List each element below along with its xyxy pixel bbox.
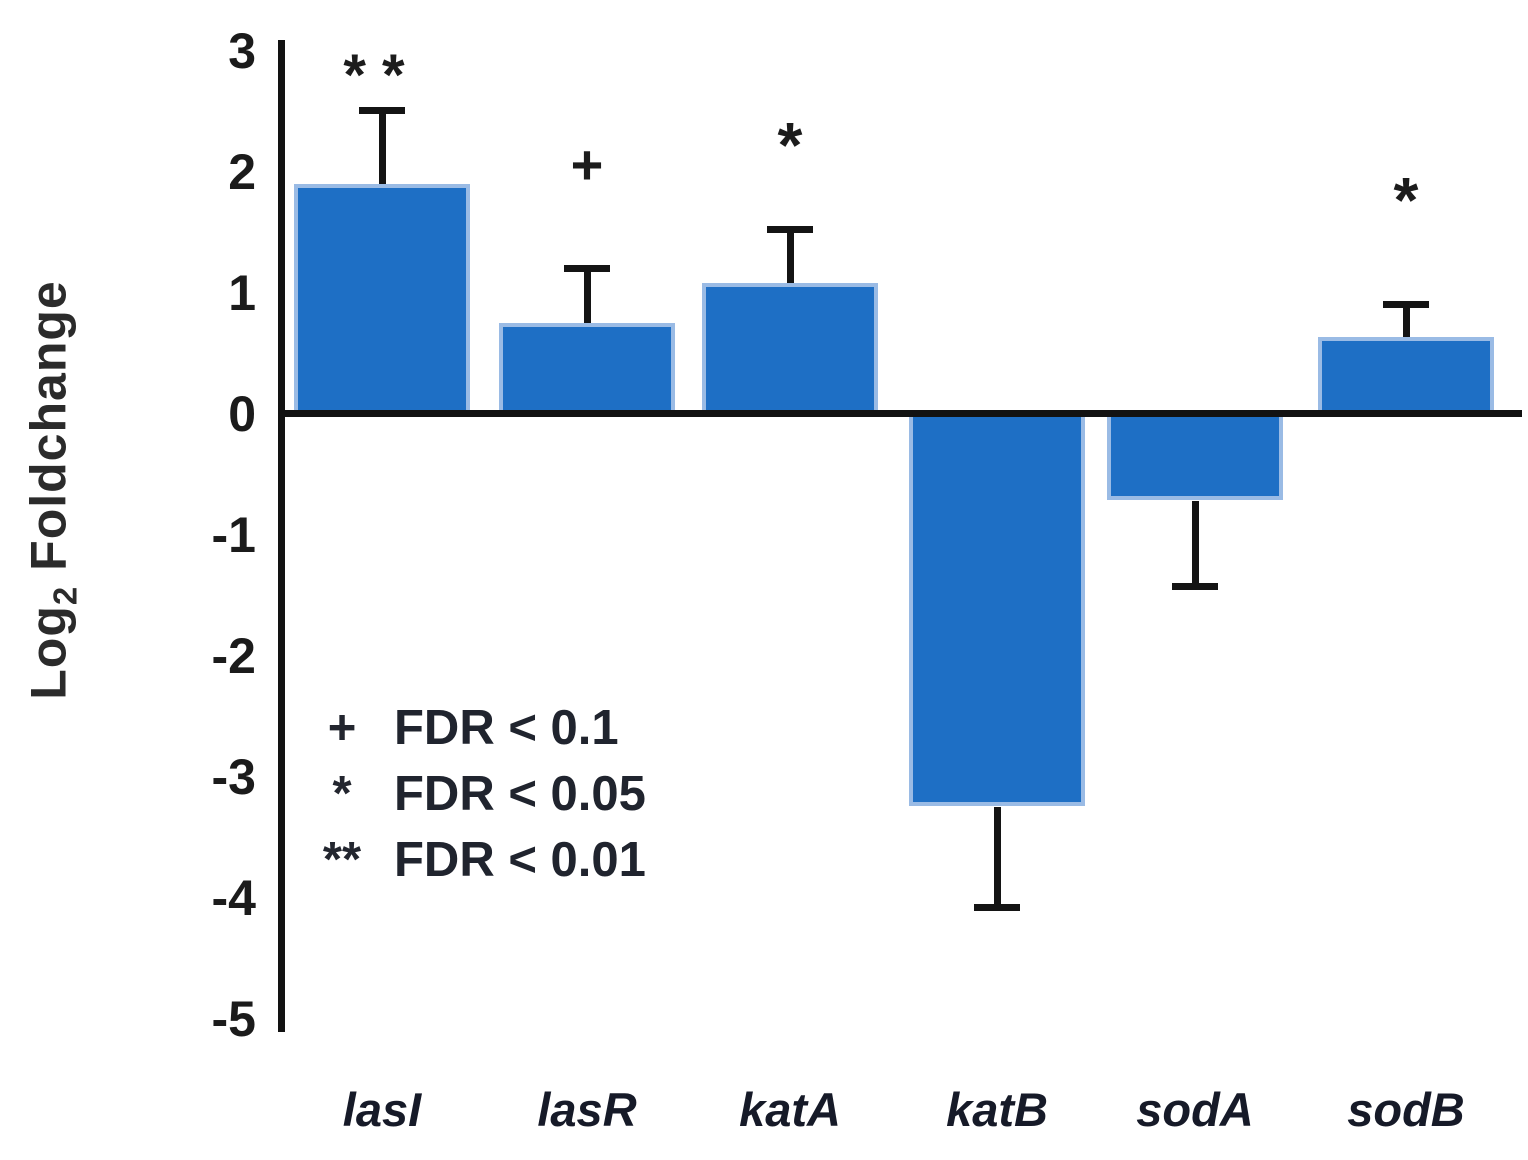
y-axis-line bbox=[278, 40, 285, 1032]
x-label-katA: katA bbox=[739, 1083, 841, 1136]
bar-sodB bbox=[1318, 337, 1494, 416]
error-bar-stem-sodA bbox=[1191, 500, 1199, 591]
error-bar-cap-lasI bbox=[359, 107, 405, 115]
legend-symbol-star: * bbox=[332, 767, 352, 821]
y-tick-0: 0 bbox=[228, 385, 256, 442]
y-tick--3: -3 bbox=[211, 748, 256, 805]
error-bar-cap-katB bbox=[974, 903, 1020, 911]
y-axis-title-rest: Foldchange bbox=[20, 280, 77, 586]
error-bar-cap-lasR bbox=[564, 264, 610, 272]
error-bar-cap-sodA bbox=[1172, 583, 1218, 591]
x-label-sodB: sodB bbox=[1347, 1083, 1465, 1136]
y-axis-title: Log2 Foldchange bbox=[20, 280, 85, 699]
y-tick-1: 1 bbox=[228, 264, 256, 321]
bar-sodA bbox=[1107, 412, 1283, 500]
y-tick--4: -4 bbox=[211, 869, 256, 926]
error-bar-cap-sodB bbox=[1383, 300, 1429, 308]
y-axis-title-main: Log bbox=[20, 605, 77, 700]
significance-marker-lasR: + bbox=[570, 132, 604, 196]
bar-katA bbox=[702, 282, 878, 416]
significance-legend: + FDR < 0.1 * FDR < 0.05 ** FDR < 0.01 bbox=[302, 700, 646, 898]
legend-row-fdr-0-01: ** FDR < 0.01 bbox=[302, 832, 646, 898]
legend-symbol-plus: + bbox=[327, 701, 357, 755]
x-axis-baseline bbox=[278, 410, 1522, 417]
bar-lasI bbox=[294, 183, 470, 416]
y-tick--5: -5 bbox=[211, 990, 256, 1047]
significance-marker-sodB: * bbox=[1393, 163, 1419, 236]
bar-katB bbox=[909, 412, 1085, 806]
error-bar-stem-katB bbox=[993, 806, 1001, 911]
y-axis-title-subscript: 2 bbox=[46, 585, 84, 606]
significance-marker-katA: * bbox=[777, 108, 803, 181]
error-bar-stem-katA bbox=[786, 225, 794, 283]
error-bar-stem-lasR bbox=[583, 264, 591, 323]
legend-symbol-double-star: ** bbox=[322, 833, 362, 887]
x-label-lasI: lasI bbox=[342, 1083, 422, 1136]
x-label-lasR: lasR bbox=[537, 1083, 637, 1136]
y-tick--2: -2 bbox=[211, 627, 256, 684]
error-bar-stem-sodB bbox=[1402, 300, 1410, 338]
legend-label-fdr-0-1: FDR < 0.1 bbox=[394, 701, 619, 755]
legend-label-fdr-0-01: FDR < 0.01 bbox=[394, 833, 646, 887]
legend-row-fdr-0-1: + FDR < 0.1 bbox=[302, 700, 646, 766]
error-bar-stem-lasI bbox=[378, 107, 386, 184]
y-tick-3: 3 bbox=[228, 22, 256, 79]
x-label-sodA: sodA bbox=[1136, 1083, 1254, 1136]
legend-label-fdr-0-05: FDR < 0.05 bbox=[394, 767, 646, 821]
y-tick-2: 2 bbox=[228, 143, 256, 200]
x-label-katB: katB bbox=[946, 1083, 1048, 1136]
error-bar-cap-katA bbox=[767, 225, 813, 233]
bar-lasR bbox=[499, 322, 675, 416]
legend-row-fdr-0-05: * FDR < 0.05 bbox=[302, 766, 646, 832]
y-tick--1: -1 bbox=[211, 506, 256, 563]
significance-marker-lasI: ** bbox=[343, 43, 421, 109]
